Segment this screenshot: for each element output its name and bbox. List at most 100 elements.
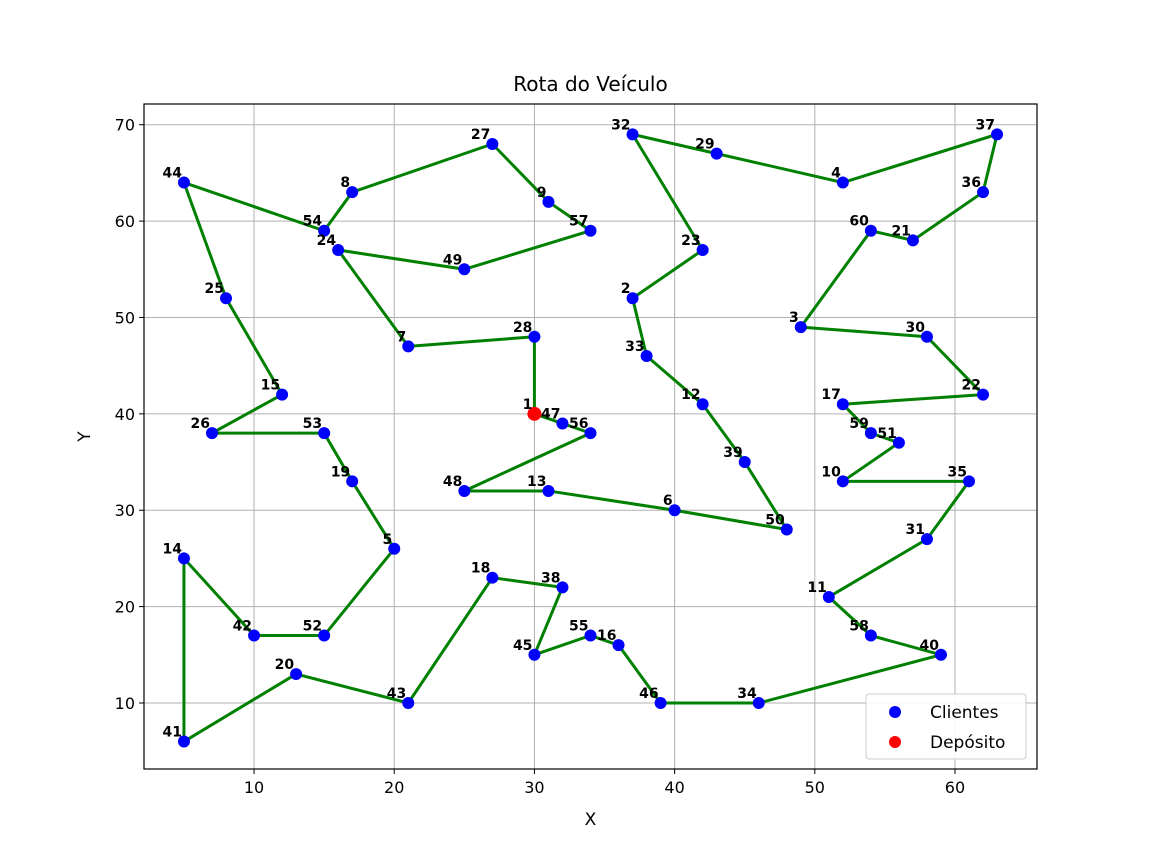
client-point [205,427,218,440]
route-segment [294,672,410,705]
client-label: 37 [976,117,995,133]
route-segment [743,460,789,532]
client-label: 55 [569,619,588,635]
client-point [290,668,303,681]
client-label: 4 [831,166,841,182]
route-segment [673,508,789,532]
client-label: 12 [681,387,700,403]
route-segment [322,431,354,483]
legend: Clientes Depósito [865,693,1027,760]
client-point [752,696,765,709]
client-point [696,398,709,411]
client-point [542,195,555,208]
client-point [977,186,990,199]
client-point [864,427,877,440]
client-label: 33 [625,339,644,355]
client-label: 52 [303,619,322,635]
client-label: 14 [162,541,182,557]
client-point [276,388,289,401]
route-segment [546,200,592,233]
route-segment [841,441,901,483]
x-tick-label: 40 [664,778,684,797]
route-segment [322,190,354,233]
route-segment [869,229,915,242]
y-tick-label: 70 [115,116,135,135]
client-point [696,244,709,257]
client-label: 60 [849,214,869,230]
client-label: 44 [162,166,182,182]
route-segment [631,132,719,156]
route-segment [336,248,410,348]
client-label: 43 [387,686,406,702]
client-label: 47 [541,406,560,422]
client-label: 3 [789,310,799,326]
route-segment [350,142,494,194]
client-point [668,504,681,517]
client-point [318,629,331,642]
client-label: 7 [397,329,407,345]
y-tick-label: 10 [115,694,135,713]
y-axis-label: Y [75,431,95,443]
client-label: 10 [821,464,841,480]
client-label: 19 [331,464,350,480]
client-point [584,427,597,440]
client-label: 54 [303,214,323,230]
client-label: 49 [443,252,462,268]
y-tick-label: 50 [115,308,135,327]
client-point [640,350,653,363]
route-segment [210,393,284,435]
route-lines [182,132,999,744]
client-point [626,292,639,305]
x-tick-label: 50 [805,778,825,797]
client-label: 5 [382,532,392,548]
route-segment [841,393,985,406]
legend-box [865,693,1027,760]
client-label: 38 [541,570,560,586]
route-segment [715,152,845,185]
route-segment [981,132,999,194]
client-label: 11 [807,580,826,596]
client-point [318,427,331,440]
client-label: 26 [191,416,210,432]
route-segment [827,537,929,599]
client-point [920,533,933,546]
client-point [864,224,877,237]
client-label: 2 [621,281,631,297]
client-point [963,475,976,488]
client-point [177,735,190,748]
client-point [346,475,359,488]
client-point [794,321,807,334]
client-point [332,244,345,257]
client-label: 42 [233,619,252,635]
y-tick-label: 40 [115,405,135,424]
route-segment [182,672,298,744]
client-point [248,629,261,642]
client-point [892,436,905,449]
client-label: 13 [527,474,546,490]
client-label: 24 [317,233,337,249]
route-segment [869,634,943,657]
route-segment [406,576,494,705]
legend-marker-clientes [889,706,901,718]
client-point [836,176,849,189]
route-segment [631,296,649,358]
client-label: 31 [905,522,924,538]
client-point [584,629,597,642]
client-label: 45 [513,638,532,654]
client-point [177,176,190,189]
client-label: 58 [849,619,868,635]
client-point [836,398,849,411]
x-tick-label: 20 [384,778,404,797]
client-point [402,696,415,709]
legend-marker-deposito [889,736,901,748]
route-segment [406,335,536,348]
legend-label-deposito: Depósito [930,733,1005,753]
client-label: 25 [205,281,224,297]
client-label: 46 [639,686,658,702]
client-label: 57 [569,214,588,230]
route-segment [182,181,326,233]
client-label: 16 [597,628,616,644]
client-point [584,224,597,237]
client-label: 27 [471,127,490,143]
